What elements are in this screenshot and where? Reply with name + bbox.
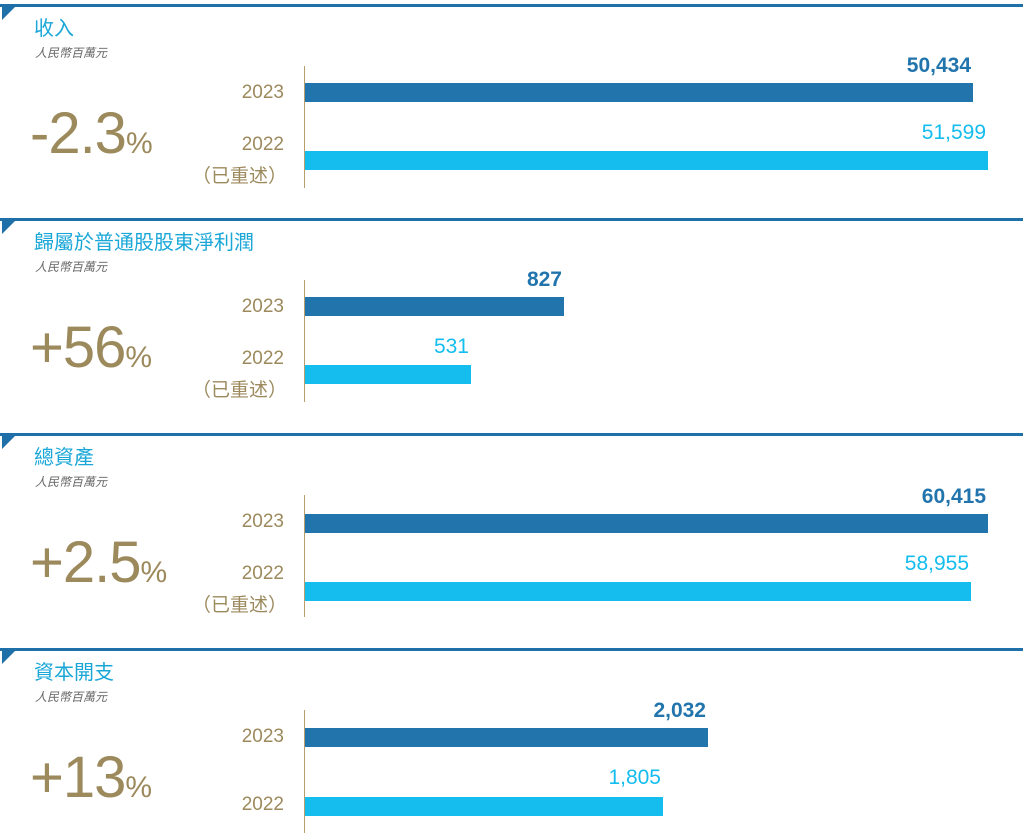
- change-value: +13: [30, 745, 126, 810]
- category-note-previous: （已重述）: [191, 165, 287, 187]
- value-label-current: 50,434: [906, 54, 971, 77]
- value-label-current: 60,415: [921, 485, 986, 508]
- bar-current: [305, 514, 988, 533]
- corner-triangle-icon: [2, 433, 18, 449]
- category-label-previous: 2022: [241, 348, 284, 369]
- bar-current: [305, 83, 973, 102]
- category-note-previous: （已重述）: [191, 379, 287, 401]
- category-label-current: 2023: [241, 82, 284, 103]
- section-rule: [0, 218, 1023, 221]
- bar-previous: [305, 365, 471, 384]
- panel-unit: 人民幣百萬元: [35, 690, 108, 704]
- category-note-previous: （已重述）: [191, 594, 287, 616]
- change-unit: %: [125, 771, 153, 804]
- category-label-current: 2023: [241, 726, 284, 747]
- chart-axis: [304, 280, 305, 402]
- chart-axis: [304, 66, 305, 188]
- change-unit: %: [140, 556, 168, 589]
- total-assets-panel: 總資產 人民幣百萬元 +2.5% 2023 2022 （已重述） 60,415 …: [0, 433, 1023, 633]
- panel-title: 總資產: [34, 445, 94, 469]
- category-label-previous: 2022: [241, 794, 284, 815]
- chart-axis: [304, 710, 305, 833]
- bar-previous: [305, 582, 971, 601]
- change-percent: -2.3%: [30, 100, 153, 167]
- corner-triangle-icon: [2, 218, 18, 234]
- chart-axis: [304, 495, 305, 617]
- change-unit: %: [125, 341, 153, 374]
- value-label-previous: 51,599: [921, 121, 986, 144]
- change-percent: +56%: [30, 314, 152, 381]
- bar-current: [305, 728, 708, 747]
- change-value: -2.3: [30, 101, 127, 166]
- capex-panel: 資本開支 人民幣百萬元 +13% 2023 2022 2,032 1,805: [0, 648, 1023, 833]
- change-percent: +2.5%: [30, 529, 167, 596]
- category-label-previous: 2022: [241, 563, 284, 584]
- value-label-current: 827: [526, 268, 562, 291]
- category-label-current: 2023: [241, 296, 284, 317]
- panel-title: 收入: [34, 16, 74, 40]
- panel-unit: 人民幣百萬元: [35, 46, 108, 60]
- panel-title: 資本開支: [34, 660, 114, 684]
- panel-unit: 人民幣百萬元: [35, 475, 108, 489]
- bar-previous: [305, 797, 663, 816]
- panel-unit: 人民幣百萬元: [35, 260, 108, 274]
- net-profit-panel: 歸屬於普通股股東淨利潤 人民幣百萬元 +56% 2023 2022 （已重述） …: [0, 218, 1023, 418]
- change-unit: %: [125, 127, 153, 160]
- change-percent: +13%: [30, 744, 152, 811]
- change-value: +56: [30, 315, 126, 380]
- bar-current: [305, 297, 564, 316]
- change-value: +2.5: [30, 530, 141, 595]
- corner-triangle-icon: [2, 648, 18, 664]
- value-label-current: 2,032: [653, 699, 706, 722]
- value-label-previous: 58,955: [904, 552, 969, 575]
- panel-title: 歸屬於普通股股東淨利潤: [34, 230, 254, 254]
- category-label-previous: 2022: [241, 134, 284, 155]
- value-label-previous: 531: [433, 335, 469, 358]
- section-rule: [0, 433, 1023, 436]
- value-label-previous: 1,805: [608, 766, 661, 789]
- corner-triangle-icon: [2, 4, 18, 20]
- bar-previous: [305, 151, 988, 170]
- revenue-panel: 收入 人民幣百萬元 -2.3% 2023 2022 （已重述） 50,434 5…: [0, 4, 1023, 204]
- section-rule: [0, 648, 1023, 651]
- category-label-current: 2023: [241, 511, 284, 532]
- section-rule: [0, 4, 1023, 7]
